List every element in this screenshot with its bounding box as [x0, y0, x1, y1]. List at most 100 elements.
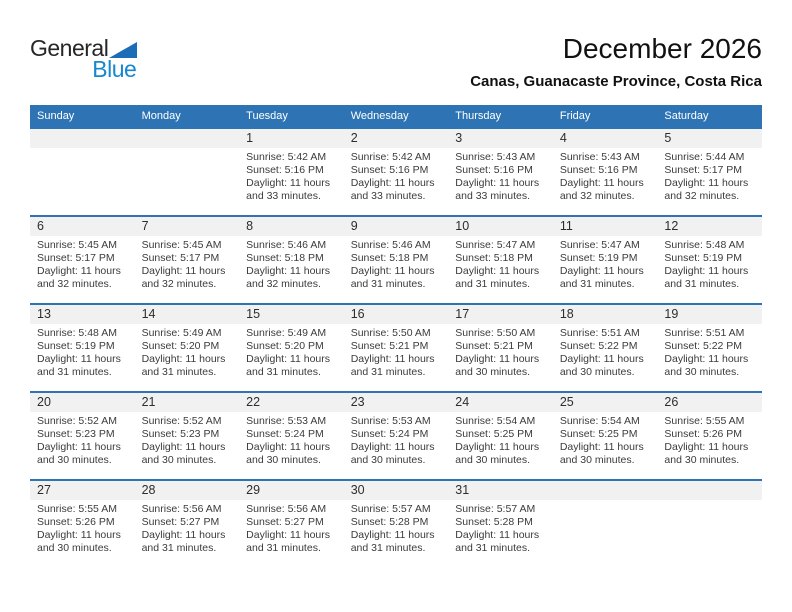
- day-details: Sunrise: 5:43 AM Sunset: 5:16 PM Daylight:…: [448, 148, 553, 215]
- sunset-text: Sunset: 5:22 PM: [664, 340, 743, 352]
- day-number: 14: [134, 305, 240, 324]
- sunset-text: Sunset: 5:28 PM: [350, 516, 429, 528]
- daylight-text-line2: and 31 minutes.: [350, 278, 426, 290]
- daylight-text-line1: Daylight: 11 hours: [664, 441, 749, 453]
- sunrise-text: Sunrise: 5:57 AM: [350, 503, 431, 515]
- day-number: 21: [134, 393, 240, 412]
- daylight-text-line2: and 30 minutes.: [455, 366, 530, 378]
- sunset-text: Sunset: 5:23 PM: [37, 428, 115, 440]
- day-cell-2: 2 Sunrise: 5:42 AM Sunset: 5:16 PM Daylight…: [343, 129, 449, 215]
- sunset-text: Sunset: 5:23 PM: [141, 428, 220, 440]
- day-cell-1: 1 Sunrise: 5:42 AM Sunset: 5:16 PM Daylight…: [239, 129, 344, 215]
- day-number: 10: [448, 217, 553, 236]
- day-details: Sunrise: 5:54 AM Sunset: 5:25 PM Daylight:…: [553, 412, 658, 479]
- day-cell-4: 4 Sunrise: 5:43 AM Sunset: 5:16 PM Daylight…: [552, 129, 658, 215]
- day-details: Sunrise: 5:47 AM Sunset: 5:19 PM Daylight:…: [553, 236, 658, 303]
- day-number: 29: [239, 481, 344, 500]
- day-header-tuesday: Tuesday: [246, 110, 288, 122]
- day-cell-3: 3 Sunrise: 5:43 AM Sunset: 5:16 PM Daylight…: [448, 129, 553, 215]
- daylight-text-line1: Daylight: 11 hours: [350, 441, 435, 453]
- daylight-text-line2: and 31 minutes.: [559, 278, 635, 290]
- calendar-header-row: Sunday Monday Tuesday Wednesday Thursday Frid…: [30, 105, 762, 127]
- daylight-text-line2: and 30 minutes.: [559, 454, 635, 466]
- daylight-text-line2: and 31 minutes.: [350, 542, 426, 554]
- day-number: 13: [30, 305, 135, 324]
- day-details: Sunrise: 5:52 AM Sunset: 5:23 PM Daylight:…: [30, 412, 135, 479]
- week-row: 13 Sunrise: 5:48 AM Sunset: 5:19 PM Dayligh…: [30, 303, 762, 391]
- sunrise-text: Sunrise: 5:55 AM: [37, 503, 117, 515]
- week-row: 1 Sunrise: 5:42 AM Sunset: 5:16 PM Daylight…: [30, 127, 762, 215]
- sunset-text: Sunset: 5:26 PM: [664, 428, 743, 440]
- sunset-text: Sunset: 5:27 PM: [246, 516, 324, 528]
- sunrise-text: Sunrise: 5:55 AM: [664, 415, 745, 427]
- day-details: Sunrise: 5:57 AM Sunset: 5:28 PM Daylight:…: [344, 500, 449, 567]
- sunrise-text: Sunrise: 5:42 AM: [350, 151, 431, 163]
- day-header-sunday: Sunday: [37, 110, 75, 122]
- day-details: Sunrise: 5:55 AM Sunset: 5:26 PM Daylight:…: [30, 500, 135, 567]
- day-number: 2: [343, 129, 449, 148]
- daylight-text-line2: and 30 minutes.: [664, 366, 740, 378]
- day-number: 15: [239, 305, 344, 324]
- sunrise-text: Sunrise: 5:48 AM: [37, 327, 117, 339]
- sunset-text: Sunset: 5:18 PM: [455, 252, 533, 264]
- day-cell-30: 30 Sunrise: 5:57 AM Sunset: 5:28 PM Dayligh…: [343, 481, 449, 567]
- sunrise-text: Sunrise: 5:51 AM: [664, 327, 745, 339]
- day-details: Sunrise: 5:53 AM Sunset: 5:24 PM Daylight:…: [344, 412, 449, 479]
- day-number: [30, 129, 135, 148]
- day-number: 1: [239, 129, 344, 148]
- sunrise-text: Sunrise: 5:46 AM: [246, 239, 327, 251]
- sunset-text: Sunset: 5:19 PM: [664, 252, 743, 264]
- sunset-text: Sunset: 5:25 PM: [455, 428, 533, 440]
- sunrise-text: Sunrise: 5:43 AM: [559, 151, 640, 163]
- week-row: 6 Sunrise: 5:45 AM Sunset: 5:17 PM Daylight…: [30, 215, 762, 303]
- sunrise-text: Sunrise: 5:56 AM: [141, 503, 222, 515]
- logo-text-blue: Blue: [92, 56, 137, 82]
- sunset-text: Sunset: 5:20 PM: [141, 340, 220, 352]
- day-cell-18: 18 Sunrise: 5:51 AM Sunset: 5:22 PM Dayligh…: [552, 305, 658, 391]
- sunrise-text: Sunrise: 5:52 AM: [141, 415, 222, 427]
- day-cell-26: 26 Sunrise: 5:55 AM Sunset: 5:26 PM Dayligh…: [657, 393, 762, 479]
- daylight-text-line1: Daylight: 11 hours: [37, 265, 121, 277]
- sunrise-text: Sunrise: 5:52 AM: [37, 415, 117, 427]
- day-header-thursday: Thursday: [455, 110, 502, 122]
- day-number: 20: [30, 393, 135, 412]
- day-header-saturday: Saturday: [664, 110, 709, 122]
- daylight-text-line2: and 30 minutes.: [141, 454, 217, 466]
- day-details: Sunrise: 5:56 AM Sunset: 5:27 PM Daylight:…: [239, 500, 344, 567]
- day-details: Sunrise: 5:54 AM Sunset: 5:25 PM Daylight:…: [448, 412, 553, 479]
- day-number: 25: [552, 393, 658, 412]
- sunrise-text: Sunrise: 5:49 AM: [246, 327, 327, 339]
- daylight-text-line2: and 30 minutes.: [246, 454, 321, 466]
- sunset-text: Sunset: 5:19 PM: [559, 252, 638, 264]
- day-number: 12: [657, 217, 762, 236]
- day-cell-23: 23 Sunrise: 5:53 AM Sunset: 5:24 PM Dayligh…: [343, 393, 449, 479]
- sunrise-text: Sunrise: 5:54 AM: [559, 415, 640, 427]
- sunset-text: Sunset: 5:28 PM: [455, 516, 533, 528]
- day-number: 16: [343, 305, 449, 324]
- day-details: [135, 148, 240, 163]
- daylight-text-line1: Daylight: 11 hours: [455, 441, 540, 453]
- sunrise-text: Sunrise: 5:43 AM: [455, 151, 536, 163]
- daylight-text-line2: and 32 minutes.: [141, 278, 217, 290]
- day-cell-empty: [552, 481, 658, 567]
- general-blue-logo: General Blue: [30, 36, 138, 82]
- daylight-text-line2: and 30 minutes.: [559, 366, 635, 378]
- day-cell-20: 20 Sunrise: 5:52 AM Sunset: 5:23 PM Dayligh…: [30, 393, 135, 479]
- daylight-text-line2: and 32 minutes.: [664, 190, 740, 202]
- sunrise-text: Sunrise: 5:48 AM: [664, 239, 745, 251]
- daylight-text-line1: Daylight: 11 hours: [455, 353, 540, 365]
- day-details: Sunrise: 5:45 AM Sunset: 5:17 PM Daylight:…: [30, 236, 135, 303]
- daylight-text-line1: Daylight: 11 hours: [37, 353, 121, 365]
- day-cell-29: 29 Sunrise: 5:56 AM Sunset: 5:27 PM Dayligh…: [239, 481, 344, 567]
- daylight-text-line1: Daylight: 11 hours: [455, 265, 540, 277]
- day-number: 24: [448, 393, 553, 412]
- sunrise-text: Sunrise: 5:53 AM: [246, 415, 327, 427]
- daylight-text-line2: and 32 minutes.: [246, 278, 321, 290]
- daylight-text-line1: Daylight: 11 hours: [455, 177, 540, 189]
- sunrise-text: Sunrise: 5:45 AM: [37, 239, 117, 251]
- day-cell-21: 21 Sunrise: 5:52 AM Sunset: 5:23 PM Dayligh…: [134, 393, 240, 479]
- day-number: 18: [552, 305, 658, 324]
- day-details: Sunrise: 5:55 AM Sunset: 5:26 PM Daylight:…: [657, 412, 762, 479]
- day-cell-31: 31 Sunrise: 5:57 AM Sunset: 5:28 PM Dayligh…: [448, 481, 553, 567]
- daylight-text-line1: Daylight: 11 hours: [141, 441, 226, 453]
